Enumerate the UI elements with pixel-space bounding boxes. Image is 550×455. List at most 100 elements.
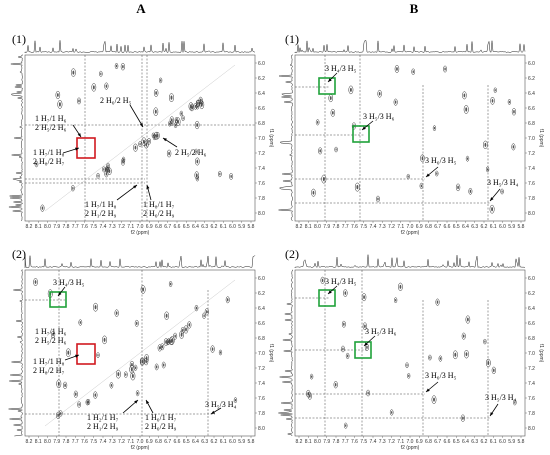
x-tick-label: 8.2: [26, 224, 33, 230]
arrow-head: [490, 197, 494, 201]
cross-peak: [198, 96, 203, 104]
cross-peak-core: [134, 366, 137, 370]
cross-peak: [218, 170, 222, 178]
cross-peak: [465, 315, 471, 324]
cross-peak: [483, 338, 487, 345]
cross-peak-core: [465, 352, 468, 357]
cross-peak: [511, 108, 517, 116]
x-tick-label: 5.9: [508, 439, 515, 445]
y-axis-label: f1 (ppm): [538, 344, 544, 363]
highlight-box: [354, 341, 372, 359]
y-tick-label: 7.8: [528, 411, 535, 417]
cross-peak: [233, 397, 238, 403]
cross-peak-core: [211, 347, 214, 351]
cross-peak-core: [346, 354, 349, 358]
peak-assignment-label: 1 H₇/1 H₈: [85, 200, 117, 209]
arrow-head: [139, 123, 143, 127]
diagonal: [44, 279, 236, 427]
cross-peak-core: [343, 322, 345, 326]
y-tick-label: 7.8: [258, 196, 265, 202]
x-tick-label: 5.8: [248, 439, 255, 445]
cross-peak: [153, 107, 159, 116]
x-tick-label: 7.1: [397, 439, 404, 445]
cross-peak-core: [199, 98, 202, 102]
cross-peak: [153, 89, 159, 97]
cross-peak: [168, 120, 172, 127]
cross-peak-core: [484, 142, 487, 147]
cross-peak-core: [78, 403, 80, 406]
cross-peak: [320, 276, 325, 284]
cross-peak: [354, 182, 360, 192]
cross-peak: [33, 278, 38, 287]
cross-peak-core: [512, 145, 515, 149]
cross-peak-core: [462, 334, 465, 338]
x-tick-label: 6.0: [499, 224, 506, 230]
cross-peak-core: [136, 321, 138, 325]
cross-peak: [407, 373, 411, 379]
cross-peak: [321, 174, 327, 184]
cross-peak-core: [363, 295, 365, 300]
diagonal: [44, 64, 236, 212]
y-tick-label: 6.6: [528, 321, 535, 327]
x-tick-label: 7.5: [90, 224, 97, 230]
cross-peak: [461, 332, 466, 340]
cross-peak: [183, 325, 189, 334]
y-tick-label: 6.4: [528, 306, 535, 312]
x-tick-label: 6.3: [201, 439, 208, 445]
cross-peak-core: [35, 162, 38, 166]
cross-peak-core: [310, 375, 313, 378]
cross-peak: [169, 93, 174, 103]
cross-peak-core: [394, 100, 397, 104]
x-tick-label: 7.6: [351, 439, 358, 445]
cross-peak: [159, 77, 163, 84]
arrow-head: [211, 410, 215, 414]
cross-peak-core: [195, 150, 197, 153]
cross-peak: [40, 204, 45, 212]
panel-a2: 8.2 8.1 8.0 7.9 7.8 7.7 7.6 7.5 7.4 7.3 7.2 7.1 7.0 6…: [8, 255, 274, 451]
x-tick-label: 6.0: [229, 439, 236, 445]
arrow-head: [328, 78, 332, 82]
y-tick-label: 7.2: [528, 151, 535, 157]
x-tick-label: 7.1: [127, 224, 134, 230]
cross-peak-core: [188, 323, 191, 327]
x-tick-label: 8.0: [314, 224, 321, 230]
cross-peak-core: [463, 93, 466, 98]
y-tick-label: 6.2: [258, 76, 265, 82]
x-tick-label: 5.9: [508, 224, 515, 230]
peak-assignment-label: 3 H₄/3 H₅: [325, 64, 357, 73]
cross-peak: [130, 371, 136, 381]
cross-peak-core: [94, 305, 97, 310]
top-projection-spectrum: [294, 40, 526, 53]
cross-peak-core: [103, 337, 106, 342]
cross-peak: [123, 371, 128, 378]
cross-peak: [57, 99, 63, 109]
y-tick-label: 8.0: [258, 426, 265, 432]
cross-peak-core: [110, 383, 113, 387]
cross-peak: [73, 390, 78, 398]
cross-peak: [341, 320, 346, 328]
peak-assignment-label: 2 H₅/2 H₆: [35, 336, 67, 345]
cross-peak: [511, 143, 516, 151]
x-tick-label: 6.3: [201, 224, 208, 230]
cross-peak-core: [195, 306, 198, 310]
cross-peak-core: [94, 393, 97, 397]
left-projection-spectrum: [278, 54, 293, 222]
cross-peak: [121, 156, 126, 163]
cross-peak: [109, 382, 114, 389]
x-tick-label: 7.2: [118, 224, 125, 230]
cross-peak: [225, 296, 230, 304]
arrow-head: [426, 388, 430, 392]
cross-peak: [195, 157, 200, 166]
highlight-box: [49, 291, 67, 308]
cross-peak: [58, 410, 63, 417]
cross-peak: [71, 185, 75, 192]
cross-peak-core: [174, 334, 176, 338]
cross-peak-core: [399, 284, 402, 289]
cross-peak-core: [408, 374, 410, 378]
cross-peak: [452, 350, 458, 360]
y-tick-label: 8.0: [528, 426, 535, 432]
cross-peak-core: [165, 313, 168, 318]
cross-peak: [361, 293, 367, 302]
highlight-box: [318, 77, 336, 95]
